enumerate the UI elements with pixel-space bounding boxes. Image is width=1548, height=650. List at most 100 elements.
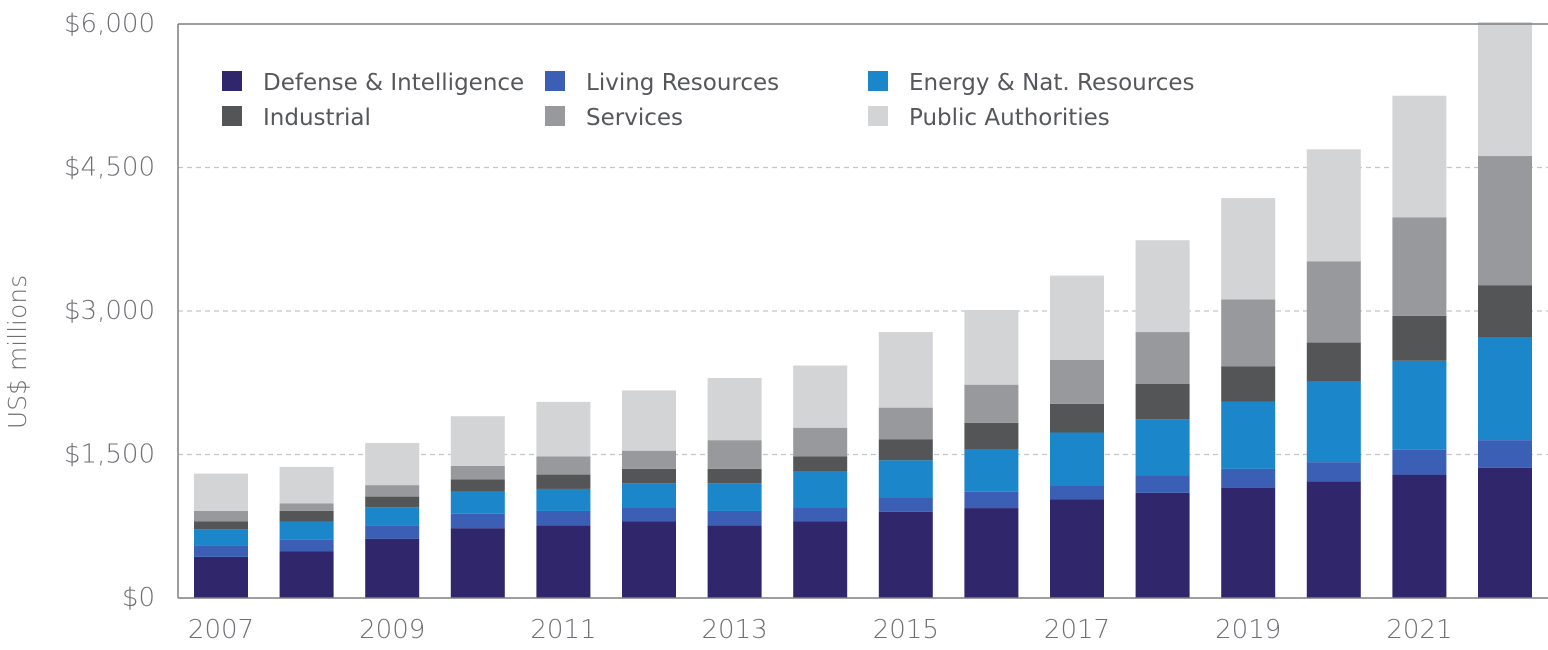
bar-segment	[707, 525, 762, 598]
bar-segment	[878, 460, 933, 498]
bar-segment	[1478, 440, 1532, 468]
bar-segment	[878, 332, 933, 408]
bar-segment	[707, 483, 762, 511]
bar-segment	[964, 508, 1019, 598]
bar-segment	[1392, 474, 1447, 598]
bar-segment	[194, 473, 248, 511]
bar-segment	[450, 513, 505, 529]
bar-segment	[1050, 403, 1104, 433]
x-tick-label: 2007	[188, 615, 254, 645]
bar-stack-2022	[1478, 22, 1532, 598]
bar-segment	[1050, 499, 1104, 598]
bar-segment	[1392, 95, 1447, 218]
bar-segment	[622, 521, 676, 598]
bar-segment	[1221, 299, 1276, 367]
bar-segment	[279, 551, 334, 598]
bar-stack-2019	[1221, 198, 1276, 598]
x-tick-label: 2009	[359, 615, 425, 645]
legend: Defense & Intelligence Living Resources En…	[222, 70, 1194, 131]
bar-segment	[536, 510, 591, 526]
bar-segment	[194, 521, 248, 530]
bar-segment	[1050, 432, 1104, 486]
bar-segment	[1050, 275, 1104, 360]
bar-segment	[1221, 468, 1276, 488]
bar-segment	[1392, 449, 1447, 475]
x-tick-label: 2013	[702, 615, 768, 645]
bar-segment	[964, 449, 1019, 492]
bar-segment	[878, 407, 933, 440]
x-tick-label: 2017	[1044, 615, 1110, 645]
bar-segment	[279, 510, 334, 522]
legend-swatch	[222, 71, 242, 91]
bar-segment	[964, 384, 1019, 423]
y-tick-label: $0	[122, 583, 155, 613]
bar-segment	[793, 427, 848, 457]
bar-stack-2020	[1306, 149, 1361, 598]
bar-segment	[450, 416, 505, 466]
bar-segment	[1135, 419, 1190, 476]
y-tick-label: $3,000	[64, 296, 155, 326]
bar-segment	[365, 496, 420, 508]
bar-segment	[365, 443, 420, 486]
bar-stack-2007	[194, 473, 248, 598]
x-tick-labels: 2007 2009 2011 2013 2015 2017 2019 2021	[188, 615, 1453, 645]
bar-stack-2012	[622, 390, 676, 598]
bar-segment	[450, 465, 505, 480]
bar-segment	[878, 439, 933, 461]
y-tick-label: $4,500	[64, 153, 155, 183]
bar-segment	[1221, 487, 1276, 598]
bar-segment	[793, 507, 848, 522]
x-tick-label: 2021	[1386, 615, 1452, 645]
y-tick-labels: $0 $1,500 $3,000 $4,500 $6,000	[64, 9, 155, 613]
bar-segment	[365, 525, 420, 539]
bar-segment	[279, 539, 334, 552]
legend-swatch	[545, 71, 565, 91]
legend-item: Defense & Intelligence	[222, 70, 524, 96]
bar-segment	[450, 479, 505, 492]
bar-segment	[1135, 475, 1190, 493]
bar-stack-2011	[536, 401, 591, 598]
bar-segment	[1306, 481, 1361, 598]
bar-segment	[536, 401, 591, 457]
x-tick-label: 2011	[530, 615, 596, 645]
bar-segment	[1135, 240, 1190, 333]
bar-stack-2021	[1392, 95, 1447, 598]
bar-segment	[622, 468, 676, 484]
bar-segment	[365, 507, 420, 526]
bar-segment	[1392, 217, 1447, 316]
bar-segment	[878, 497, 933, 512]
legend-item: Public Authorities	[868, 105, 1110, 131]
bar-segment	[622, 390, 676, 451]
legend-label: Industrial	[263, 105, 371, 131]
bar-segment	[194, 510, 248, 522]
bar-stack-2009	[365, 443, 420, 598]
bar-segment	[1392, 315, 1447, 361]
bar-segment	[1135, 332, 1190, 384]
bar-segment	[1306, 462, 1361, 482]
bar-segment	[450, 528, 505, 598]
bar-segment	[1221, 366, 1276, 402]
bar-stack-2016	[964, 310, 1019, 598]
bar-segment	[793, 456, 848, 472]
bar-stack-2017	[1050, 275, 1104, 598]
bar-segment	[365, 538, 420, 598]
legend-label: Public Authorities	[909, 105, 1110, 131]
y-tick-label: $1,500	[64, 440, 155, 470]
bar-stack-2008	[279, 466, 334, 598]
bar-segment	[194, 556, 248, 598]
y-tick-label: $6,000	[64, 9, 155, 39]
legend-label: Defense & Intelligence	[263, 70, 524, 96]
bar-segment	[1221, 401, 1276, 469]
y-axis-label: US$ millions	[3, 275, 32, 429]
bar-segment	[1478, 337, 1532, 441]
axes	[177, 23, 1548, 599]
bar-segment	[1050, 359, 1104, 404]
legend-swatch	[545, 106, 565, 126]
bar-segment	[793, 521, 848, 598]
bars	[194, 22, 1532, 598]
bar-segment	[964, 310, 1019, 385]
bar-segment	[1306, 149, 1361, 262]
bar-stack-2018	[1135, 240, 1190, 598]
bar-segment	[1221, 198, 1276, 300]
